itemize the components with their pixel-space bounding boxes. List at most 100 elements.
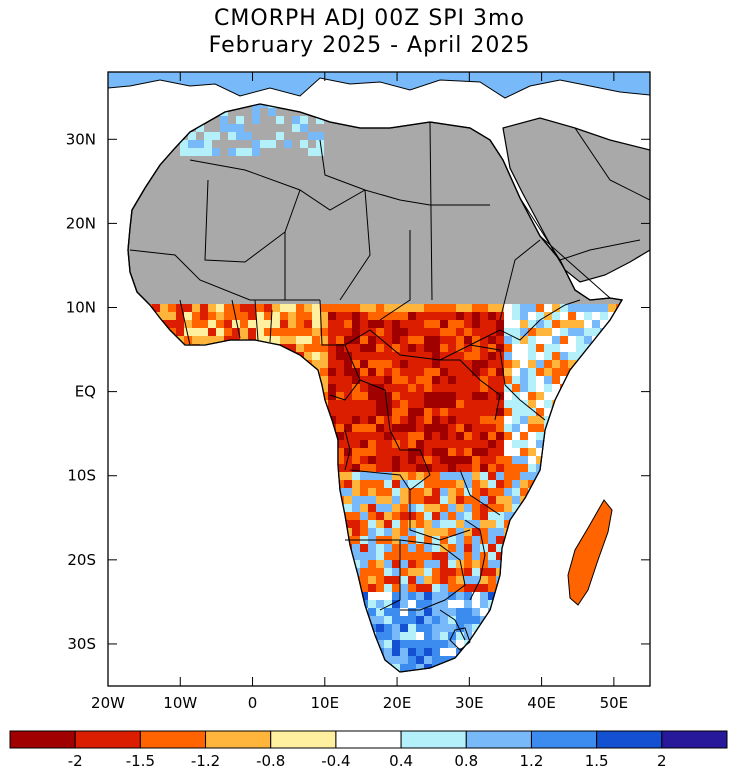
spi-cell [352,320,360,328]
spi-cell [424,432,432,440]
spi-cell [480,376,488,384]
spi-cell [300,116,308,124]
spi-cell [384,472,392,480]
spi-cell [352,488,360,496]
spi-cell [480,432,488,440]
spi-cell [456,344,464,352]
spi-cell [252,104,260,108]
spi-cell [472,568,480,576]
spi-cell [448,400,456,408]
spi-cell [352,424,360,432]
spi-cell [512,344,520,352]
spi-cell [416,520,424,528]
spi-cell [440,360,448,368]
spi-cell [400,448,408,456]
spi-cell [408,336,416,344]
spi-cell [168,312,176,320]
spi-cell [480,408,488,416]
spi-cell [416,352,424,360]
spi-cell [504,424,512,432]
spi-cell [192,304,200,312]
spi-cell [456,584,464,592]
spi-cell [400,464,408,472]
spi-cell [336,344,344,352]
spi-cell [408,328,416,336]
spi-cell [416,464,424,472]
spi-cell [352,344,360,352]
colorbar-swatch [530,730,598,749]
spi-cell [376,392,384,400]
spi-cell [472,592,480,600]
spi-cell [448,592,456,600]
spi-cell [464,376,472,384]
spi-cell [456,384,464,392]
spi-cell [456,560,464,568]
spi-cell [424,424,432,432]
spi-cell [488,376,496,384]
spi-cell [536,344,544,352]
spi-cell [400,416,408,424]
spi-cell [408,384,416,392]
spi-cell [512,384,520,392]
spi-cell [376,592,384,600]
spi-cell [392,560,400,568]
spi-cell [236,148,244,156]
spi-cell [488,424,496,432]
spi-cell [440,432,448,440]
spi-cell [252,116,260,124]
spi-cell [432,480,440,488]
spi-cell [456,520,464,528]
spi-cell [432,592,440,600]
spi-cell [288,336,296,344]
spi-cell [360,416,368,424]
spi-cell [400,400,408,408]
spi-cell [432,344,440,352]
spi-cell [368,472,376,480]
spi-cell [568,344,576,352]
spi-cell [576,328,584,336]
spi-cell [448,536,456,544]
spi-cell [440,536,448,544]
spi-cell [360,592,368,600]
lat-tick-label: 20S [67,551,96,569]
spi-cell [408,600,416,608]
spi-cell [512,448,520,456]
spi-cell [312,320,320,328]
spi-cell [352,384,360,392]
spi-cell [320,376,328,384]
spi-cell [552,312,560,320]
spi-cell [488,448,496,456]
spi-cell [408,520,416,528]
spi-cell [472,424,480,432]
spi-cell [352,480,360,488]
spi-cell [376,560,384,568]
spi-cell [400,584,408,592]
spi-cell [488,576,496,584]
spi-cell [440,440,448,448]
spi-cell [440,528,448,536]
spi-cell [400,336,408,344]
spi-cell [440,496,448,504]
spi-cell [432,408,440,416]
spi-cell [440,336,448,344]
spi-cell [520,392,528,400]
spi-cell [336,352,344,360]
map-title-line1: CMORPH ADJ 00Z SPI 3mo [214,6,525,31]
spi-cell [440,448,448,456]
spi-cell [376,376,384,384]
spi-cell [328,352,336,360]
spi-cell [464,576,472,584]
spi-cell [368,616,376,624]
spi-cell [392,448,400,456]
spi-cell [456,600,464,608]
spi-cell [440,472,448,480]
spi-cell [448,376,456,384]
spi-cell [400,656,408,664]
spi-cell [464,408,472,416]
spi-cell [408,608,416,616]
spi-cell [496,416,504,424]
spi-cell [496,400,504,408]
spi-cell [504,376,512,384]
spi-cell [472,408,480,416]
spi-cell [272,320,280,328]
